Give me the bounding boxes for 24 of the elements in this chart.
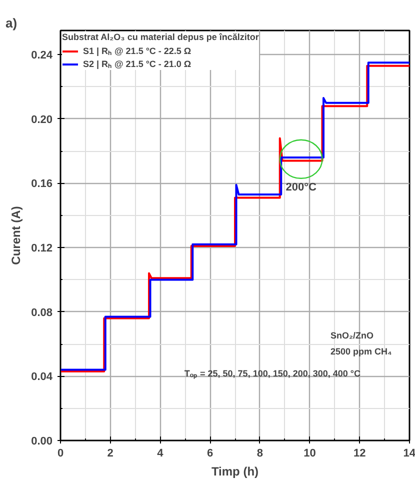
x-tick-label: 4 <box>157 448 164 460</box>
y-tick-label: 0.00 <box>31 436 53 448</box>
x-tick-label: 10 <box>304 448 316 460</box>
annotation: Tₒₚ = 25, 50, 75, 100, 150, 200, 300, 400 °C <box>184 368 361 380</box>
x-tick-label: 12 <box>354 448 366 460</box>
annotation: 2500 ppm CH₄ <box>330 346 392 356</box>
y-tick-label: 0.04 <box>31 371 54 384</box>
x-tick-label: 2 <box>107 448 114 460</box>
y-tick-label: 0.08 <box>31 306 53 319</box>
y-tick-label: 0.20 <box>31 114 53 126</box>
y-tick-label: 0.12 <box>31 242 53 255</box>
x-tick-label: 8 <box>256 448 263 460</box>
annotation: SnO₂/ZnO <box>330 330 374 340</box>
y-axis-title: Curent (A) <box>9 206 24 265</box>
legend-label: S1 | Rₕ @ 21.5 °C - 22.5 Ω <box>83 45 192 57</box>
x-tick-label: 0 <box>57 448 64 460</box>
y-tick-label: 0.24 <box>31 50 54 62</box>
legend-label: S2 | Rₕ @ 21.5 °C - 21.0 Ω <box>83 58 192 70</box>
annotation: 200°C <box>286 182 316 194</box>
x-axis-title: Timp (h) <box>211 464 259 478</box>
x-tick-label: 6 <box>207 448 214 460</box>
text: a) <box>6 16 18 30</box>
legend-title: Substrat Al₂O₃ cu material depus pe încălzitor <box>62 32 259 42</box>
y-tick-label: 0.16 <box>31 178 53 190</box>
